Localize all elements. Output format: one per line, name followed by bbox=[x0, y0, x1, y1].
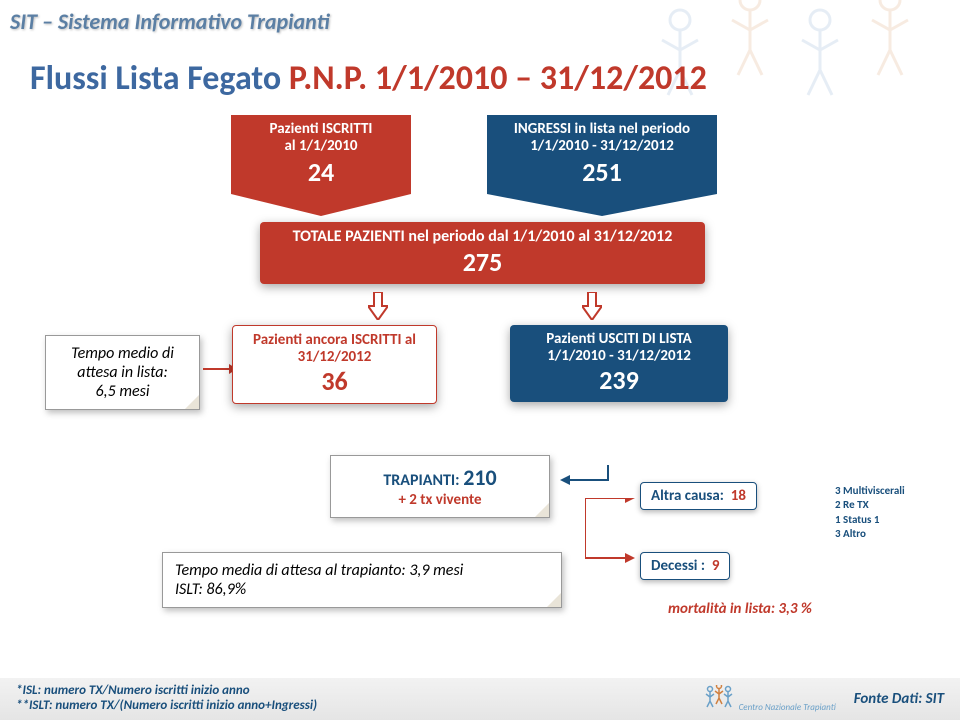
box-ancora-iscritti: Pazienti ancora ISCRITTI al 31/12/2012 3… bbox=[232, 325, 437, 404]
pill-decessi: Decessi : 9 bbox=[640, 552, 730, 580]
system-title: SIT – Sistema Informativo Trapianti bbox=[10, 8, 329, 35]
footer-notes: *ISL: numero TX/Numero iscritti inizio a… bbox=[16, 684, 317, 714]
text-line: Tempo medio di bbox=[58, 344, 187, 363]
box-label: TOTALE PAZIENTI nel periodo dal 1/1/2010… bbox=[270, 228, 695, 246]
footer-right: Centro Nazionale Trapianti Fonte Dati: S… bbox=[703, 685, 944, 713]
box-value: 239 bbox=[520, 364, 718, 396]
side-notes: 3 Multiviscerali2 Re TX1 Status 13 Altro bbox=[835, 484, 905, 541]
trapianti-line1: TRAPIANTI: 210 bbox=[343, 464, 537, 491]
trapianti-line2: + 2 tx vivente bbox=[343, 491, 537, 509]
box-label: Pazienti ancora ISCRITTI al bbox=[243, 332, 426, 349]
mortality-text: mortalità in lista: 3,3 % bbox=[668, 600, 812, 618]
system-header: SIT – Sistema Informativo Trapianti bbox=[10, 8, 329, 35]
flag-label: al 1/1/2010 bbox=[231, 138, 411, 155]
pill-label: Altra causa: bbox=[651, 487, 724, 505]
box-usciti: Pazienti USCITI DI LISTA 1/1/2010 - 31/1… bbox=[510, 325, 728, 402]
box-label: Pazienti USCITI DI LISTA bbox=[520, 331, 718, 348]
text-line: Tempo media di attesa al trapianto: 3,9 … bbox=[175, 561, 549, 580]
trapianti-label: TRAPIANTI: bbox=[383, 471, 463, 490]
footer-note-line: **ISLT: numero TX/(Numero iscritti inizi… bbox=[16, 699, 317, 714]
side-note-line: 3 Altro bbox=[835, 527, 905, 541]
footer-note-line: *ISL: numero TX/Numero iscritti inizio a… bbox=[16, 684, 317, 699]
text-line: 6,5 mesi bbox=[58, 382, 187, 401]
pill-label: Decessi : bbox=[651, 557, 705, 575]
flag-label: Pazienti ISCRITTI bbox=[231, 121, 411, 138]
arrow-down-icon bbox=[582, 292, 602, 320]
flag-label: 1/1/2010 - 31/12/2012 bbox=[487, 138, 717, 155]
cnt-text: Centro Nazionale Trapianti bbox=[739, 702, 836, 713]
title-period: 1/1/2010 – 31/12/2012 bbox=[375, 58, 707, 99]
card-tempo-medio: Tempo medio di attesa in lista: 6,5 mesi bbox=[45, 335, 200, 410]
side-note-line: 3 Multiviscerali bbox=[835, 484, 905, 498]
box-label: 1/1/2010 - 31/12/2012 bbox=[520, 348, 718, 365]
side-note-line: 1 Status 1 bbox=[835, 513, 905, 527]
card-trapianti: TRAPIANTI: 210 + 2 tx vivente bbox=[330, 455, 550, 518]
box-label: 31/12/2012 bbox=[243, 349, 426, 366]
page-title: Flussi Lista Fegato P.N.P. 1/1/2010 – 31… bbox=[30, 58, 707, 99]
source-label: Fonte Dati: SIT bbox=[854, 690, 944, 708]
flag-value: 24 bbox=[231, 156, 411, 188]
card-islt: Tempo media di attesa al trapianto: 3,9 … bbox=[162, 552, 562, 608]
cnt-logo: Centro Nazionale Trapianti bbox=[703, 685, 836, 713]
arrow-right-icon bbox=[585, 498, 640, 583]
trapianti-value: 210 bbox=[463, 464, 496, 491]
title-code: P.N.P. bbox=[289, 58, 367, 99]
side-note-line: 2 Re TX bbox=[835, 498, 905, 512]
pill-value: 18 bbox=[731, 487, 746, 505]
text-line: attesa in lista: bbox=[58, 363, 187, 382]
pill-altra-causa: Altra causa: 18 bbox=[640, 482, 757, 510]
flag-pazienti-iscritti: Pazienti ISCRITTI al 1/1/2010 24 bbox=[231, 115, 411, 194]
pill-value: 9 bbox=[712, 557, 720, 575]
box-value: 275 bbox=[270, 246, 695, 278]
text-line: ISLT: 86,9% bbox=[175, 580, 549, 599]
arrow-down-icon bbox=[368, 292, 388, 320]
box-totale-pazienti: TOTALE PAZIENTI nel periodo dal 1/1/2010… bbox=[260, 222, 705, 284]
footer-bar: *ISL: numero TX/Numero iscritti inizio a… bbox=[0, 678, 960, 720]
box-value: 36 bbox=[243, 365, 426, 397]
title-topic: Flussi Lista Fegato bbox=[30, 58, 281, 99]
flag-label: INGRESSI in lista nel periodo bbox=[487, 121, 717, 138]
flag-value: 251 bbox=[487, 156, 717, 188]
flag-ingressi: INGRESSI in lista nel periodo 1/1/2010 -… bbox=[487, 115, 717, 194]
